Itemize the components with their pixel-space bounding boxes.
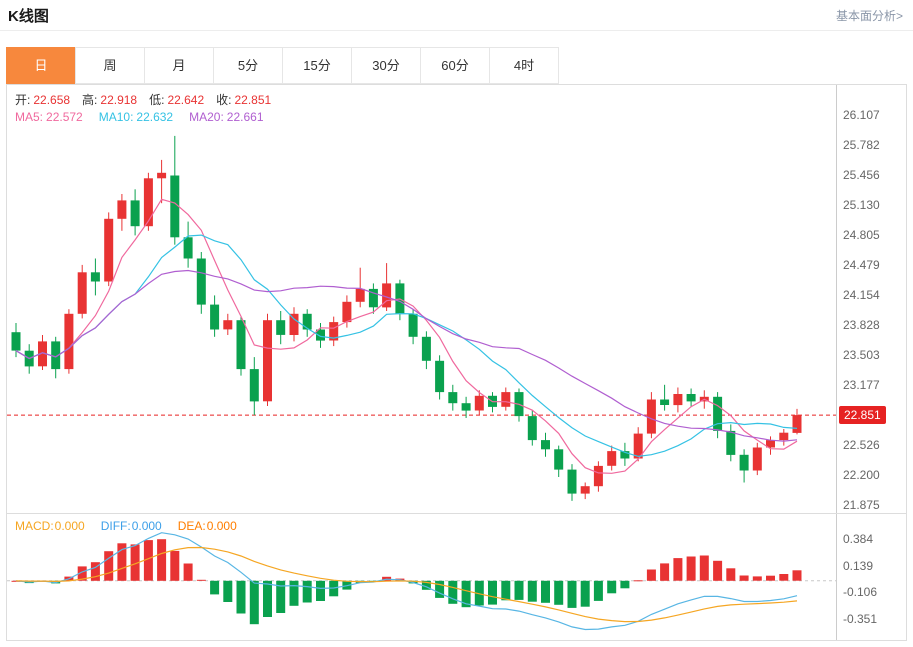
- high-value: 22.918: [100, 92, 138, 107]
- macd-axis-tick: 0.139: [843, 558, 874, 573]
- close-value: 22.851: [234, 92, 272, 107]
- dea-value-readout: DEA:0.000: [178, 519, 237, 533]
- low-label: 低:: [149, 93, 165, 107]
- tab-4hour[interactable]: 4时: [489, 47, 559, 84]
- candlestick-svg: [7, 135, 836, 501]
- dea-value: 0.000: [206, 519, 237, 533]
- tab-day[interactable]: 日: [6, 47, 76, 84]
- price-axis: 22.851 26.107 25.782 25.456 25.130 24.805 24.…: [836, 85, 906, 513]
- macd-value: 0.000: [54, 519, 85, 533]
- ma-readout: MA5: 22.572 MA10: 22.632 MA20: 22.661: [15, 110, 280, 124]
- price-axis-tick: 22.200: [843, 468, 880, 483]
- tab-month[interactable]: 月: [144, 47, 214, 84]
- tab-15min[interactable]: 15分: [282, 47, 352, 84]
- diff-label: DIFF:: [100, 519, 131, 533]
- price-axis-tick: 26.107: [843, 107, 880, 122]
- ma5-label: MA5:: [15, 110, 44, 124]
- ma20-label: MA20:: [189, 110, 224, 124]
- tab-week[interactable]: 周: [75, 47, 145, 84]
- macd-axis-tick: -0.351: [843, 611, 878, 626]
- price-axis-tick: 23.177: [843, 378, 880, 393]
- high-label: 高:: [82, 93, 98, 107]
- macd-panel: MACD:0.000 DIFF:0.000 DEA:0.000 0.384 0.1…: [7, 514, 906, 640]
- tab-5min[interactable]: 5分: [213, 47, 283, 84]
- macd-value-readout: MACD:0.000: [15, 519, 85, 533]
- open-label: 开:: [15, 93, 31, 107]
- page-title: K线图: [8, 7, 49, 25]
- ma10-label: MA10:: [98, 110, 134, 124]
- fundamental-analysis-link[interactable]: 基本面分析>: [835, 8, 903, 23]
- price-axis-tick: 25.130: [843, 198, 880, 213]
- low-value: 22.642: [167, 92, 205, 107]
- open-value: 22.658: [33, 92, 71, 107]
- ma20-readout: MA20: 22.661: [189, 110, 263, 124]
- tab-30min[interactable]: 30分: [351, 47, 421, 84]
- price-axis-tick: 23.828: [843, 318, 880, 333]
- header: K线图 基本面分析>: [0, 0, 913, 31]
- diff-value: 0.000: [131, 519, 162, 533]
- macd-plot[interactable]: MACD:0.000 DIFF:0.000 DEA:0.000: [7, 514, 836, 640]
- macd-svg: [7, 532, 836, 631]
- close-label: 收:: [216, 93, 232, 107]
- ohlc-readout: 开: 22.658 高: 22.918 低: 22.642 收: 22.851: [15, 91, 283, 108]
- macd-label: MACD:: [15, 519, 54, 533]
- price-axis-tick: 23.503: [843, 348, 880, 362]
- price-axis-tick: 21.875: [843, 498, 880, 513]
- kline-panel: 开: 22.658 高: 22.918 低: 22.642 收: 22.851 …: [7, 85, 906, 514]
- chart-frame: 开: 22.658 高: 22.918 低: 22.642 收: 22.851 …: [6, 84, 907, 641]
- macd-readout: MACD:0.000 DIFF:0.000 DEA:0.000: [15, 519, 253, 533]
- diff-value-readout: DIFF:0.000: [101, 519, 162, 533]
- current-price-marker: 22.851: [839, 406, 886, 425]
- price-axis-tick: 25.782: [843, 137, 880, 152]
- ma5-value: 22.572: [46, 110, 83, 124]
- price-axis-tick: 24.154: [843, 287, 880, 302]
- tab-bar: 日周月 5分 15分 30分 60分 4时: [6, 47, 559, 84]
- macd-axis-tick: 0.384: [843, 532, 874, 547]
- kline-plot[interactable]: 开: 22.658 高: 22.918 低: 22.642 收: 22.851 …: [7, 85, 836, 513]
- price-axis-tick: 24.479: [843, 258, 880, 273]
- ma10-value: 22.632: [136, 110, 174, 124]
- price-axis-tick: 24.805: [843, 227, 880, 242]
- macd-axis: 0.384 0.139 -0.106 -0.351: [836, 514, 906, 640]
- price-axis-tick: 22.526: [843, 438, 880, 453]
- ma10-readout: MA10: 22.632: [99, 110, 173, 124]
- macd-axis-tick: -0.106: [843, 585, 878, 600]
- ma20-value: 22.661: [226, 110, 264, 124]
- tab-60min[interactable]: 60分: [420, 47, 490, 84]
- dea-label: DEA:: [177, 519, 206, 533]
- price-axis-tick: 25.456: [843, 167, 880, 182]
- ma5-readout: MA5: 22.572: [15, 110, 83, 124]
